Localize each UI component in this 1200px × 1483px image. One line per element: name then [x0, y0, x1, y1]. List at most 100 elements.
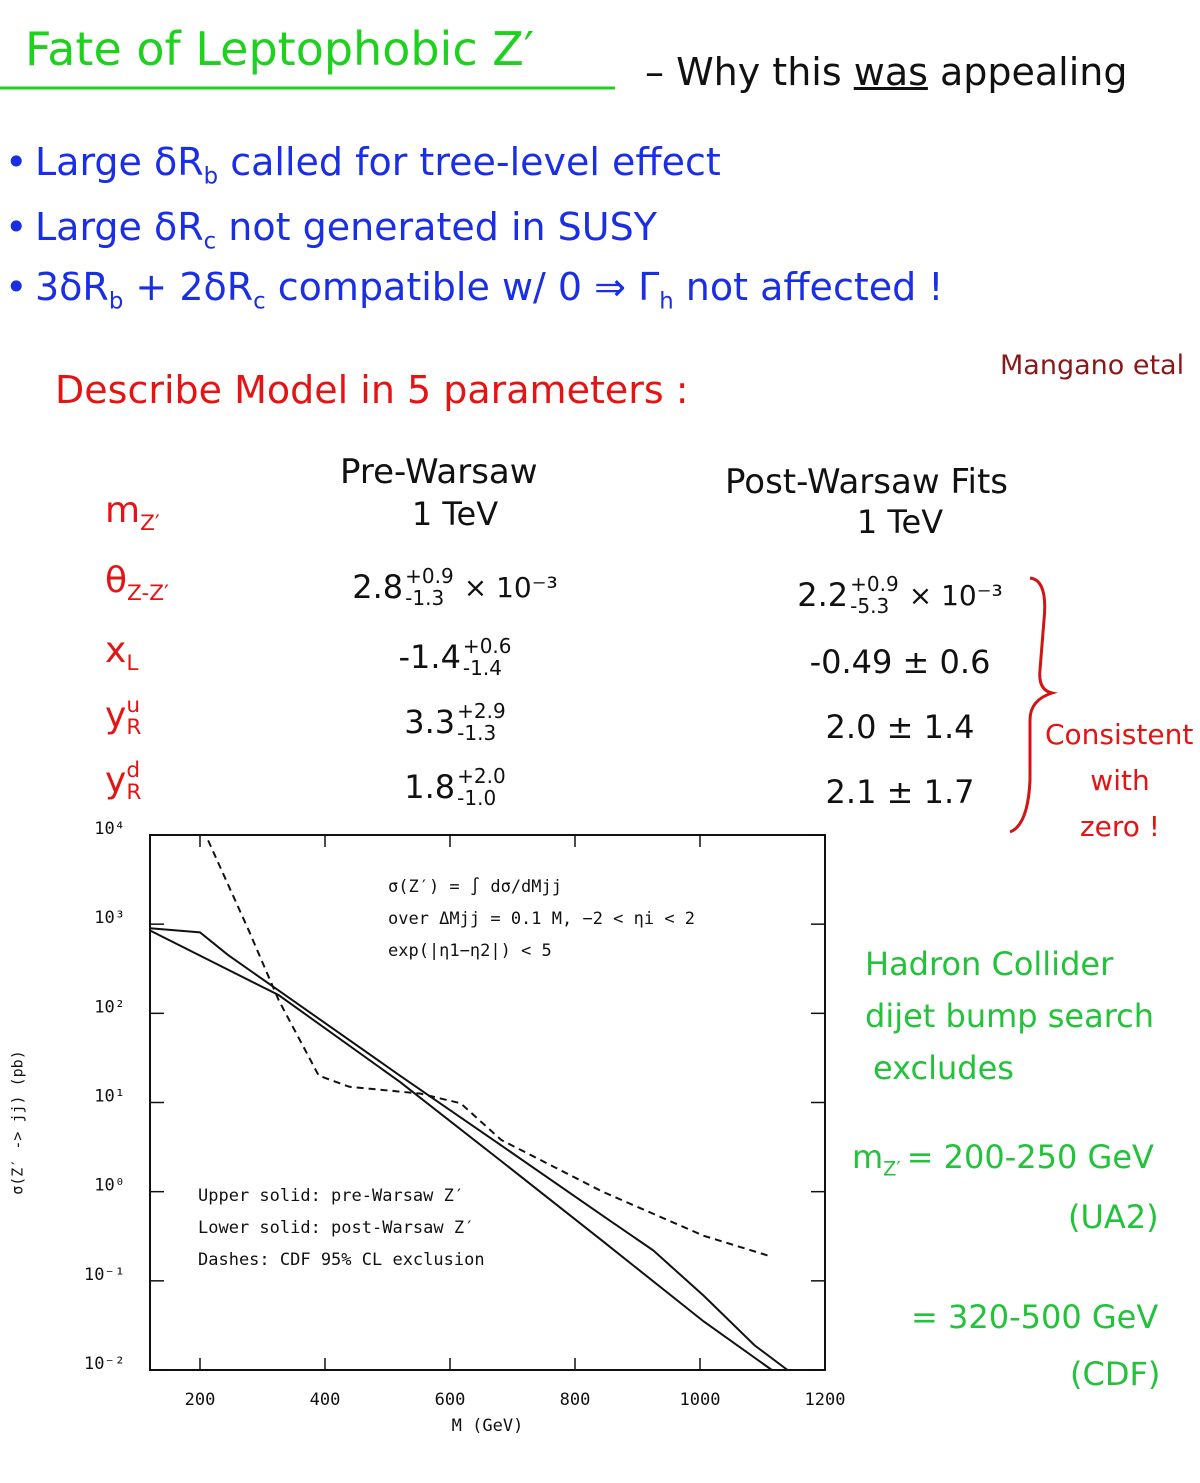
- subscript: h: [659, 288, 674, 315]
- subscript: R: [126, 780, 142, 805]
- experiment: (CDF): [1070, 1355, 1161, 1393]
- table-cell: 2.2 +0.9 -5.3 × 10⁻³: [797, 573, 1002, 617]
- chart-annotation: over ΔMjj = 0.1 M, −2 < ηi < 2: [388, 909, 695, 929]
- symbol: y: [105, 695, 127, 736]
- cell-value: 2.2: [797, 576, 849, 614]
- bullet-dot: •: [5, 265, 28, 309]
- series-line: [149, 927, 789, 1371]
- brace-note: Consistent: [1045, 718, 1194, 751]
- parameter: mZ′: [105, 490, 160, 536]
- experiment: (UA2): [1068, 1198, 1159, 1236]
- uncertainty: +0.9 -1.3: [405, 565, 454, 609]
- chart-annotation: exp(|η1−η2|) < 5: [388, 941, 552, 961]
- cell-value: -0.49 ± 0.6: [809, 643, 991, 681]
- uncertainty-minus: -1.4: [462, 656, 502, 680]
- uncertainty-minus: -5.3: [850, 594, 890, 618]
- cell-value: 1.8: [404, 768, 456, 806]
- table-cell: 3.3 +2.9 -1.3: [404, 700, 505, 744]
- uncertainty-plus: +0.9: [405, 564, 454, 588]
- subscript: R: [126, 715, 142, 740]
- uncertainty: +0.9 -5.3: [850, 573, 899, 617]
- table-cell: -1.4 +0.6 -1.4: [398, 635, 511, 679]
- table-cell: 1 TeV: [412, 495, 498, 533]
- title: Fate of Leptophobic Z′: [25, 22, 535, 76]
- symbol: m: [852, 1138, 884, 1176]
- bullet-dot: •: [5, 205, 28, 249]
- x-tick-label: 1000: [680, 1390, 721, 1410]
- bullet-text: not generated in SUSY: [216, 205, 657, 249]
- uncertainty-plus: +0.6: [462, 634, 512, 658]
- y-tick-label: 10²: [94, 997, 125, 1017]
- tagline-text: – Why this: [645, 50, 854, 94]
- limit-range: = 200-250 GeV: [906, 1138, 1154, 1176]
- limit-range: = 320-500 GeV: [911, 1298, 1159, 1336]
- cell-suffix: × 10⁻³: [463, 570, 558, 604]
- limit: = 320-500 GeV: [905, 1298, 1158, 1336]
- side-note: dijet bump search: [865, 997, 1155, 1035]
- uncertainty-plus: +2.0: [457, 764, 506, 788]
- subscript: L: [126, 651, 139, 677]
- uncertainty: +2.0 -1.0: [457, 765, 506, 809]
- y-tick-label: 10⁻¹: [84, 1265, 125, 1285]
- cell-suffix: × 10⁻³: [908, 578, 1003, 612]
- bullet-text: 3δR: [35, 265, 109, 309]
- side-note: Hadron Collider: [865, 945, 1114, 983]
- uncertainty-minus: -1.3: [405, 586, 445, 610]
- column-header: Pre-Warsaw: [340, 452, 538, 492]
- uncertainty-plus: +0.9: [850, 572, 899, 596]
- side-note: excludes: [873, 1049, 1014, 1087]
- legend-entry: Dashes: CDF 95% CL exclusion: [198, 1250, 485, 1270]
- bullet-text: not affected !: [673, 265, 944, 309]
- subscript: c: [203, 228, 217, 255]
- tagline-emphasis: was: [853, 50, 928, 94]
- subscript: Z-Z′: [127, 581, 169, 607]
- cell-value: 2.8: [352, 568, 404, 606]
- bullet: • 3δRb + 2δRc compatible w/ 0 ⇒ Γh not af…: [5, 265, 944, 315]
- superscript: d: [126, 758, 141, 784]
- y-tick-label: 10⁻²: [84, 1354, 125, 1374]
- bullet: • Large δRb called for tree-level effect: [5, 140, 721, 190]
- symbol: m: [105, 490, 141, 531]
- x-axis-label: M (GeV): [452, 1416, 524, 1436]
- bullet-dot: •: [5, 140, 28, 184]
- subscript: b: [108, 288, 124, 315]
- subscript: Z′: [140, 511, 160, 537]
- bullet-text: Large δR: [35, 140, 204, 184]
- parameter: xL: [105, 630, 138, 676]
- tagline-text: appealing: [927, 50, 1128, 94]
- symbol: x: [105, 630, 127, 671]
- cell-value: 1 TeV: [411, 495, 499, 533]
- uncertainty-minus: -1.0: [457, 786, 497, 810]
- series-line: [149, 929, 773, 1371]
- y-tick-label: 10¹: [94, 1087, 125, 1107]
- y-axis-label: σ(Z′ -> jj) (pb): [9, 1050, 27, 1195]
- bullet-text: called for tree-level effect: [218, 140, 721, 184]
- cell-value: 2.1 ± 1.7: [825, 773, 975, 811]
- x-tick-label: 200: [185, 1390, 216, 1410]
- uncertainty-plus: +2.9: [457, 699, 506, 723]
- uncertainty: +0.6 -1.4: [463, 635, 512, 679]
- subscript: Z′: [883, 1157, 901, 1181]
- citation: Mangano etal: [1000, 350, 1185, 381]
- symbol: y: [105, 760, 127, 801]
- superscript: u: [126, 693, 140, 719]
- column-header: Post-Warsaw Fits: [725, 462, 1009, 502]
- table-cell: 1.8 +2.0 -1.0: [404, 765, 505, 809]
- bullet-text: Large δR: [35, 205, 204, 249]
- tagline: – Why this was appealing: [645, 50, 1128, 94]
- y-tick-label: 10⁰: [94, 1176, 125, 1196]
- y-tick-label: 10⁴: [94, 819, 125, 839]
- x-tick-label: 400: [310, 1390, 341, 1410]
- cell-value: -1.4: [398, 638, 461, 676]
- cell-value: 3.3: [404, 703, 456, 741]
- uncertainty: +2.9 -1.3: [457, 700, 506, 744]
- legend-entry: Upper solid: pre-Warsaw Z′: [198, 1186, 464, 1206]
- bullet-text: + 2δR: [123, 265, 254, 309]
- limit: mZ′ = 200-250 GeV: [852, 1138, 1154, 1180]
